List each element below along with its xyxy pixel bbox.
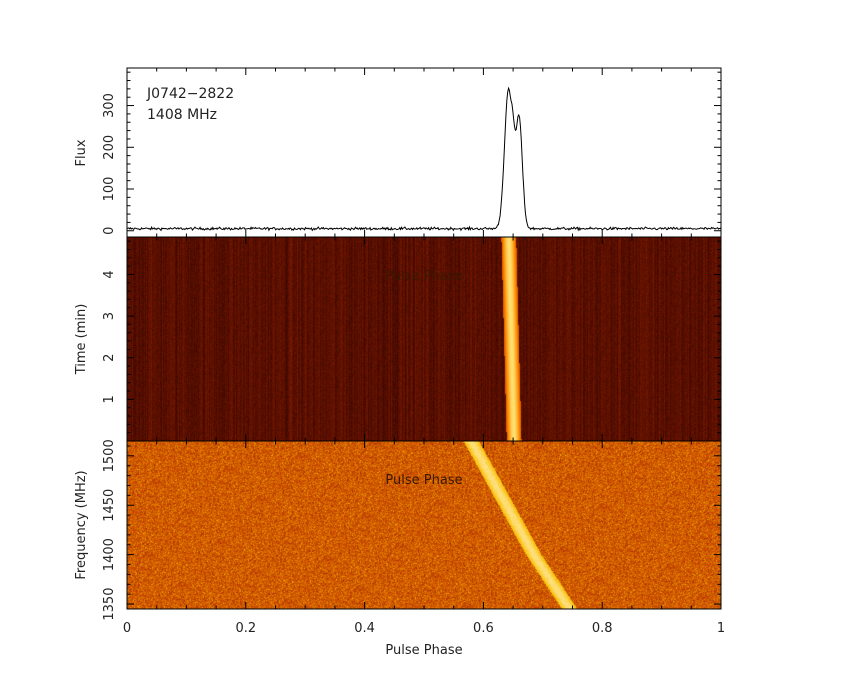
time-phase-inner-label: Pulse Phase (385, 269, 462, 284)
y-tick-label: 200 (102, 135, 117, 160)
x-tick-label: 1 (717, 621, 725, 636)
y-tick-label: 300 (102, 93, 117, 118)
x-tick-label: 0.8 (592, 621, 613, 636)
y-tick-label: 3 (102, 312, 117, 320)
y-tick-label: 100 (102, 177, 117, 202)
source-name: J0742−2822 (146, 86, 234, 102)
x-tick-label: 0.4 (354, 621, 375, 636)
observing-frequency: 1408 MHz (147, 107, 217, 123)
x-tick-label: 0.6 (473, 621, 494, 636)
y-tick-label: 0 (102, 227, 117, 235)
profile-panel: 0 100 200 300 J0742−2822 1408 MHz Flux (74, 67, 722, 238)
y-tick-label: 1 (102, 395, 117, 403)
frequency-phase-inner-label: Pulse Phase (385, 473, 462, 488)
y-tick-label: 1350 (102, 588, 117, 621)
frequency-phase-ticks: 0 0.2 0.4 0.6 0.8 1 1350 1400 1450 1500 (102, 439, 725, 636)
time-phase-heatmap (127, 237, 721, 441)
frequency-phase-panel: 0 0.2 0.4 0.6 0.8 1 1350 1400 1450 1500 Pulse Pha… (74, 439, 725, 658)
x-tick-label: 0 (123, 621, 131, 636)
x-axis-label: Pulse Phase (385, 643, 462, 658)
time-phase-panel: 1 2 3 4 Pulse Phase Time (min) (74, 236, 722, 442)
profile-y-label: Flux (74, 139, 89, 166)
time-y-label: Time (min) (74, 304, 89, 376)
x-tick-label: 0.2 (235, 621, 256, 636)
y-tick-label: 1400 (102, 538, 117, 571)
profile-frame (126, 67, 722, 238)
frequency-phase-heatmap (127, 441, 721, 609)
frequency-y-label: Frequency (MHz) (74, 470, 89, 579)
y-tick-label: 1450 (102, 489, 117, 522)
y-tick-label: 2 (102, 354, 117, 362)
profile-ticks: 0 100 200 300 (102, 68, 722, 237)
y-tick-label: 4 (102, 270, 117, 278)
profile-line (126, 86, 722, 232)
y-tick-label: 1500 (102, 439, 117, 472)
